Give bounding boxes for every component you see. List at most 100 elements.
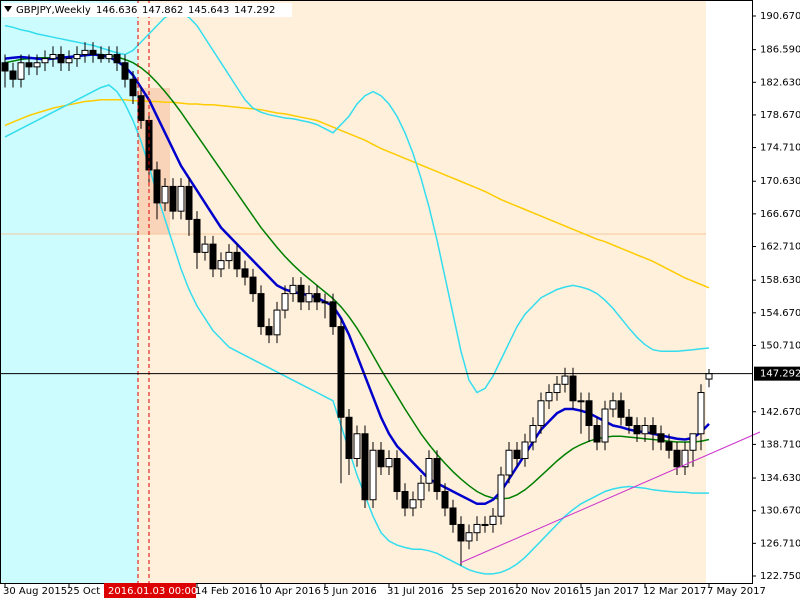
x-tick-label: 10 Apr 2016 [259,586,321,597]
candle-body [529,425,537,443]
y-tick-label: 130.670 [760,506,800,517]
candle-body [553,383,561,394]
candle-body [393,458,401,492]
y-tick-label: 166.670 [760,209,800,220]
y-tick-label: 162.710 [760,242,800,253]
candle-body [473,523,481,534]
y-tick-label: 122.750 [760,571,800,582]
candle-body [41,58,49,64]
price-label: 147.292 [760,369,800,380]
y-tick-label: 126.710 [760,538,800,549]
candle-body [385,458,393,468]
candle-body [369,449,377,501]
candle-body [569,375,577,402]
x-tick-label: 30 Aug 2015 [3,586,67,597]
candle-body [449,507,457,525]
y-tick-label: 190.670 [760,11,800,22]
candle-body [185,185,193,220]
candle-body [33,62,41,68]
crosshair-label: 2016.01.03 00:00 [108,586,197,597]
candle-body [169,185,177,212]
candle-body [401,490,409,509]
candle-body [609,400,617,410]
x-tick-label: 25 Sep 2016 [451,586,514,597]
candle-body [289,284,297,295]
candle-body [137,95,145,121]
candle-body [257,293,265,328]
candle-body [201,243,209,253]
candle-body [273,309,281,336]
candle-body [657,433,665,443]
y-tick-label: 158.630 [760,275,800,286]
candle-body [689,433,697,451]
candle-body [337,326,345,418]
candle-body [345,416,353,460]
x-tick-label: 15 Jan 2017 [579,586,639,597]
y-tick-label: 170.630 [760,176,800,187]
candle-body [113,53,121,64]
candle-body [593,425,601,443]
candle-body [353,433,361,460]
candle-body [25,62,33,68]
candle-body [665,441,673,451]
y-tick-label: 142.670 [760,407,800,418]
candle-body [481,523,489,526]
candle-body [425,458,433,484]
header-icon [4,6,12,12]
header-value: 147.862 [142,5,183,16]
candle-body [161,185,169,204]
candle-body [233,251,241,270]
candle-body [225,251,233,262]
plot-frame [0,0,753,584]
candle-body [209,243,217,270]
x-tick-label: 5 Jun 2016 [323,586,377,597]
shade-left [0,0,138,583]
candle-body [249,276,257,295]
candle-body [377,449,385,468]
header-values: 146.636 147.862 145.643 147.292 [96,5,275,16]
candle-body [585,400,593,427]
x-tick-label: 25 Oct [67,586,100,597]
candle-body [409,499,417,509]
candle-body [537,400,545,427]
x-tick-label: 31 Jul 2016 [387,586,444,597]
candle-body [545,392,553,402]
candle-body [617,400,625,418]
plot [1,12,713,575]
candle-body [433,458,441,492]
candle-body [497,474,505,517]
candle-body [313,293,321,303]
candle-body [457,523,465,542]
candle-body [9,70,17,80]
candle-body [441,490,449,509]
candle-body [489,515,497,525]
crosshair-label-box [104,583,196,598]
candle-body [505,449,513,476]
header-value: 147.292 [234,5,275,16]
y-tick-label: 134.630 [760,473,800,484]
candle-body [297,284,305,303]
candle-body [681,449,689,468]
candle-body [305,293,313,303]
candle-body [65,58,73,64]
indicator-line [4,53,710,500]
y-tick-label: 174.710 [760,143,800,154]
indicator-line [4,84,709,575]
y-tick-label: 150.710 [760,340,800,351]
candle-body [625,416,633,427]
candle-body [265,326,273,336]
candle-body [97,53,105,60]
header-value: 146.636 [96,5,137,16]
candle-body [281,293,289,311]
y-tick-label: 178.670 [760,110,800,121]
candle-body [697,392,705,435]
candle-body [329,301,337,328]
candle-body [89,49,97,55]
candle-body [1,62,9,72]
candle-body [417,482,425,501]
candle-body [105,53,113,60]
y-tick-label: 154.670 [760,308,800,319]
candle-body [73,53,81,60]
candle-body [465,532,473,542]
